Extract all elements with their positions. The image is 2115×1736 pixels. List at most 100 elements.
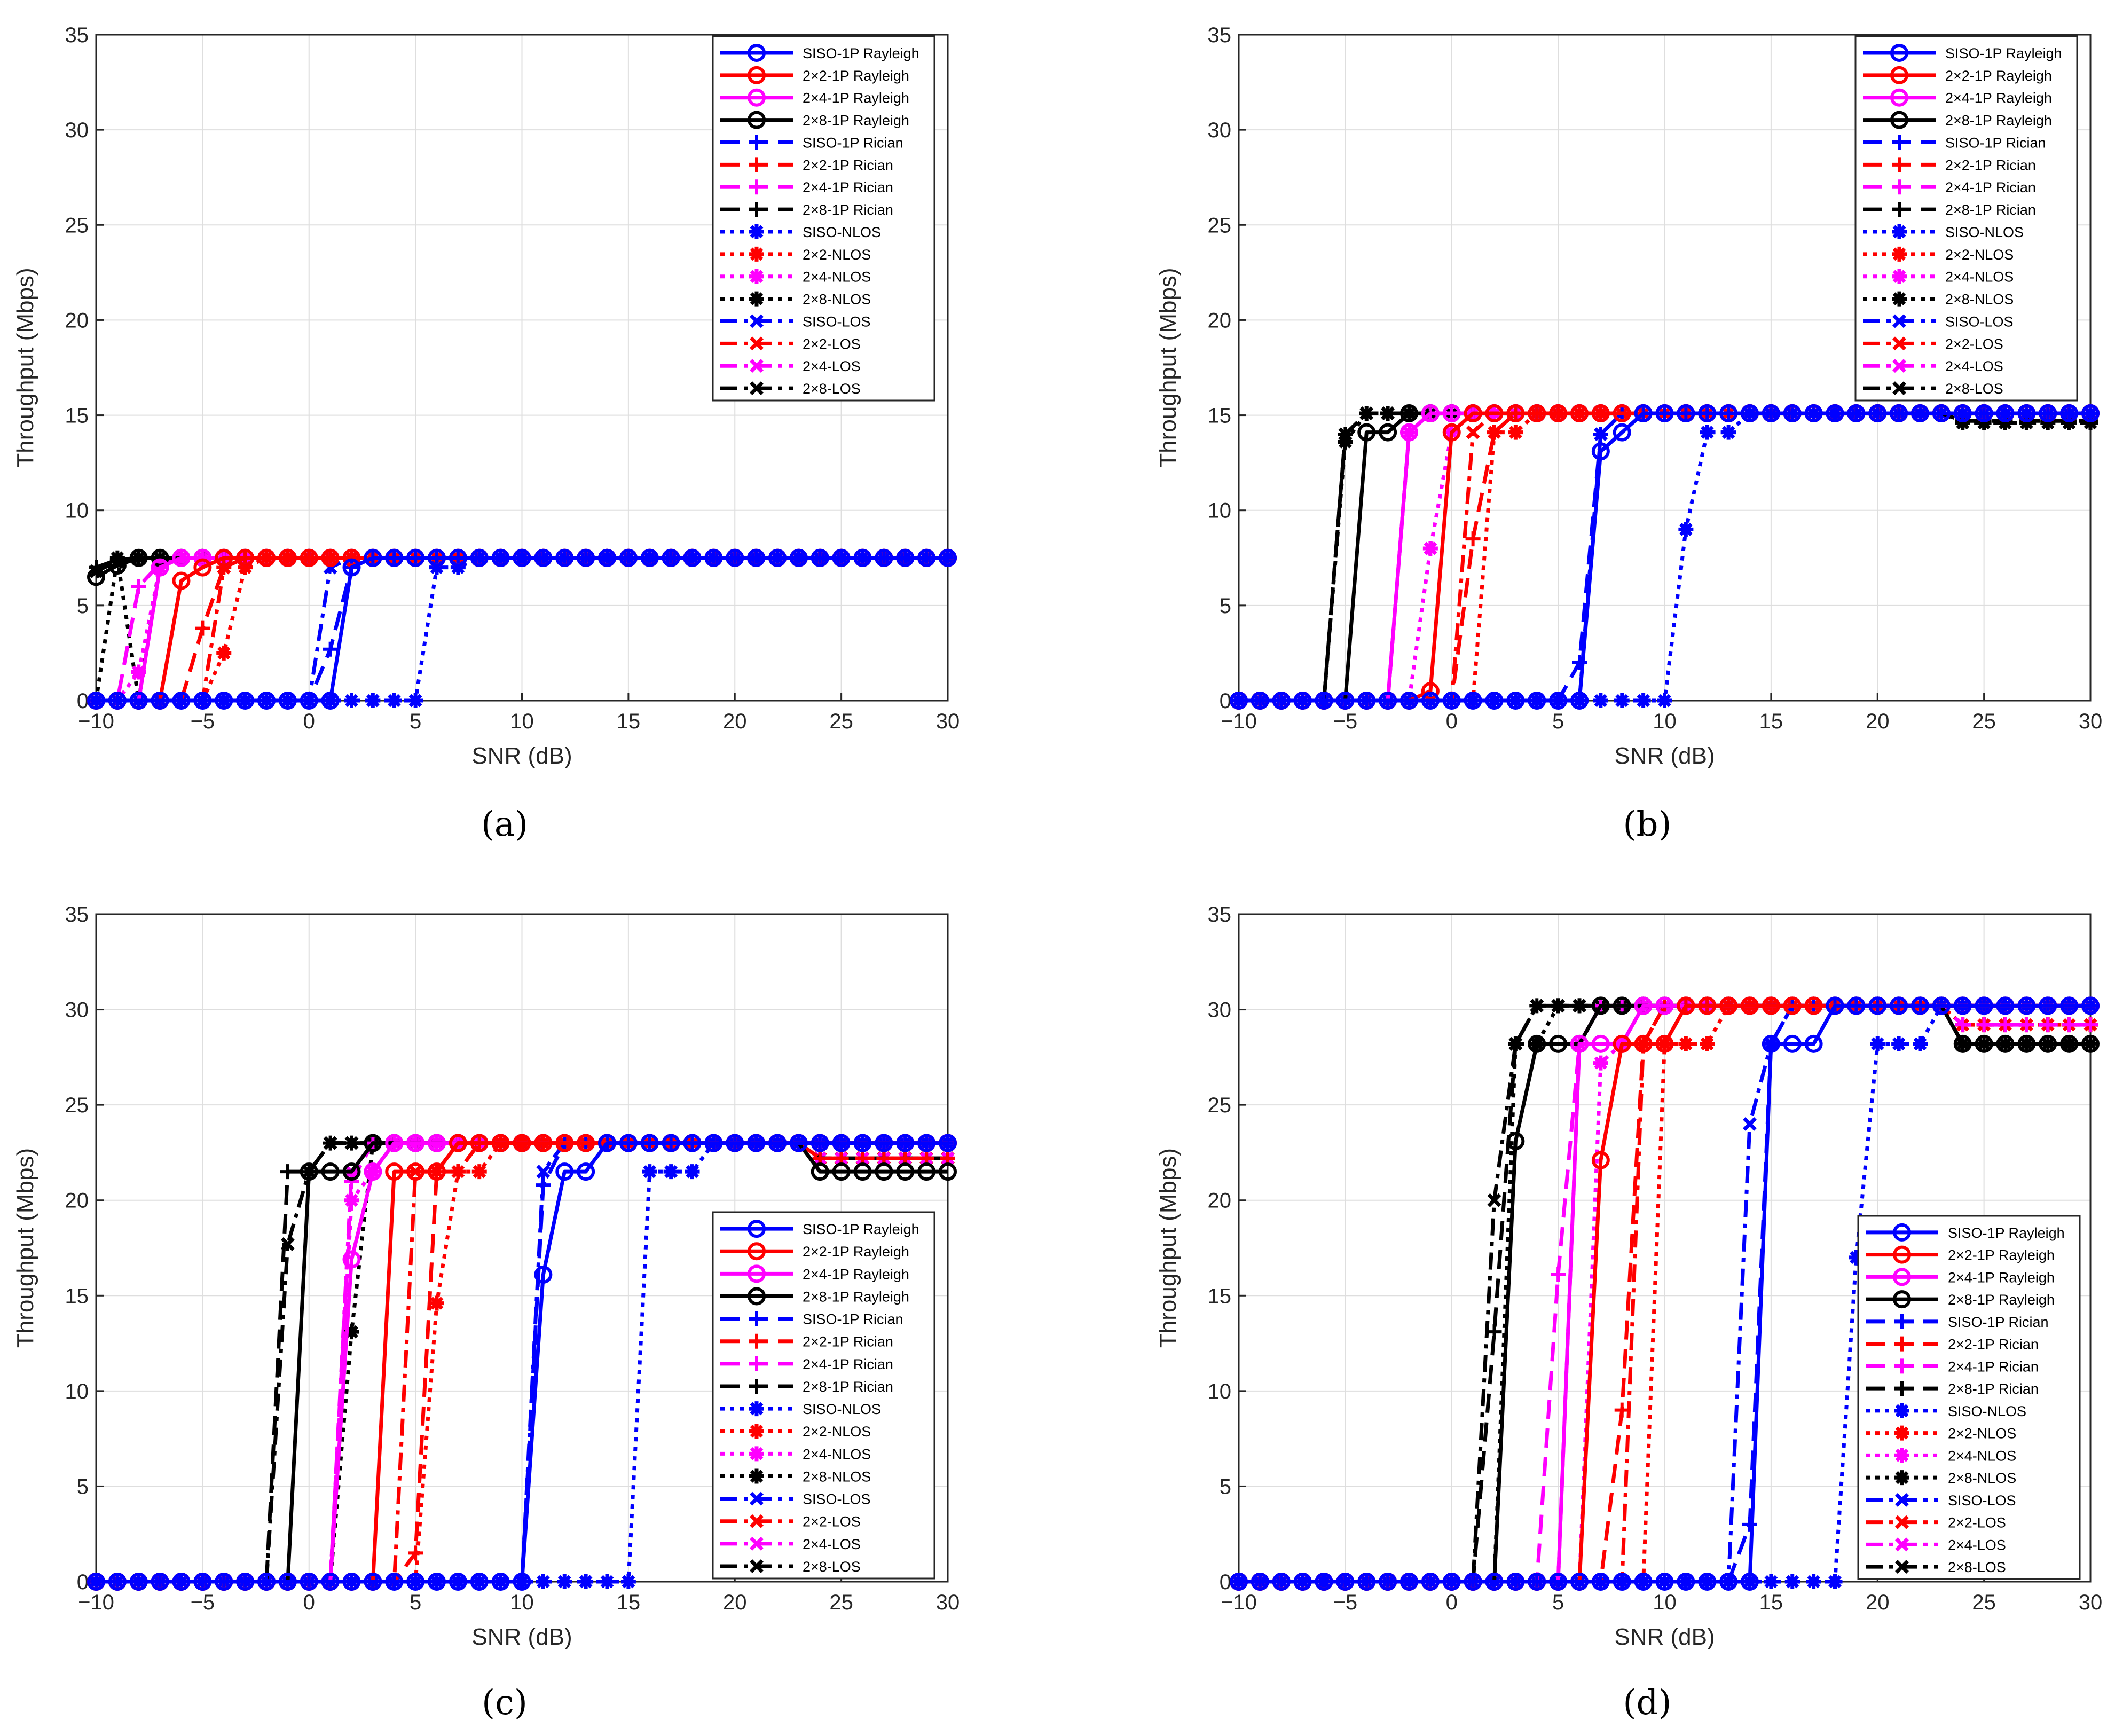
data-point	[216, 560, 232, 575]
legend-label: 2×4-NLOS	[1945, 269, 2014, 285]
legend-item: 2×4-1P Rician	[1863, 179, 2036, 195]
data-point	[513, 548, 531, 567]
data-point	[620, 1574, 636, 1589]
legend-item: 2×8-NLOS	[720, 292, 871, 308]
legend-label: 2×2-LOS	[1948, 1515, 2006, 1531]
data-point	[1655, 996, 1674, 1015]
legend-marker	[748, 111, 766, 129]
legend-marker	[1890, 66, 1908, 84]
panel-b-chart: −10 −5 0 5 10 15 20 25 30 0 5 10 15 20 25 30 35 SNR (dB) T…	[1155, 23, 2102, 844]
data-point	[726, 1134, 744, 1152]
legend-item: 2×4-LOS	[1866, 1537, 2006, 1553]
legend-item: 2×4-LOS	[1863, 358, 2003, 374]
data-point	[1998, 1017, 2013, 1033]
legend-marker	[1894, 1336, 1909, 1352]
panel-a-chart: −10 −5 0 5 10 15 20 25 30 0 5 10 15 20 25 30 35 SNR (dB) T…	[12, 23, 960, 844]
x-tick-label: 0	[1446, 1591, 1458, 1614]
legend-marker	[1892, 291, 1907, 307]
legend-label: 2×8-NLOS	[1948, 1470, 2016, 1486]
panel-d-x-axis-title: SNR (dB)	[1614, 1624, 1715, 1650]
data-point	[151, 692, 169, 710]
data-point	[257, 548, 276, 567]
data-point	[1293, 1573, 1312, 1591]
data-point	[832, 1162, 851, 1181]
data-point	[1380, 406, 1396, 421]
legend-marker	[749, 1401, 764, 1417]
data-point	[1442, 1573, 1461, 1591]
legend-marker	[1892, 336, 1906, 351]
data-point	[1549, 1573, 1568, 1591]
legend-marker	[750, 1559, 764, 1573]
data-point	[2081, 404, 2100, 423]
data-point	[1698, 1573, 1717, 1591]
data-point	[704, 548, 723, 567]
data-point	[1932, 404, 1951, 423]
data-point	[429, 1295, 444, 1311]
legend-label: 2×4-1P Rician	[803, 179, 893, 195]
legend-marker	[1892, 179, 1907, 195]
data-point	[1804, 1034, 1823, 1053]
data-point	[536, 1177, 551, 1193]
data-point	[1762, 1034, 1780, 1053]
legend-marker	[1890, 43, 1908, 62]
data-point	[342, 1162, 361, 1181]
legend-item: SISO-NLOS	[720, 224, 881, 240]
legend-marker	[748, 1220, 766, 1238]
legend-item: 2×2-NLOS	[1863, 247, 2014, 263]
data-point	[1784, 1574, 1800, 1589]
legend-marker	[748, 1242, 766, 1261]
data-point	[1570, 692, 1589, 710]
data-point	[875, 548, 893, 567]
x-tick-label: −10	[78, 1591, 114, 1614]
data-point	[1506, 692, 1525, 710]
data-point	[408, 1545, 423, 1561]
data-point	[1891, 1036, 1907, 1051]
data-point	[704, 1134, 723, 1152]
data-point	[1336, 692, 1355, 710]
data-point	[300, 1573, 318, 1591]
panel-d-legend: SISO-1P Rayleigh 2×2-1P Rayleigh 2×4-1P Ra…	[1857, 1215, 2081, 1580]
data-point	[428, 1573, 446, 1591]
data-point	[1806, 1574, 1821, 1589]
data-point	[321, 692, 340, 710]
legend-item: 2×2-1P Rayleigh	[1863, 66, 2052, 84]
panel-b-x-axis-title: SNR (dB)	[1614, 743, 1715, 769]
data-point	[1826, 404, 1844, 423]
data-point	[662, 548, 680, 567]
legend-label: 2×2-LOS	[803, 336, 861, 352]
data-point	[1315, 1573, 1333, 1591]
data-point	[1465, 531, 1481, 547]
data-point	[1466, 425, 1480, 439]
data-point	[1379, 692, 1397, 710]
data-point	[323, 641, 338, 657]
data-point	[1359, 406, 1374, 421]
data-point	[1827, 1574, 1843, 1589]
legend-item: 2×8-1P Rayleigh	[720, 111, 909, 129]
legend-label: 2×4-1P Rician	[1948, 1358, 2039, 1374]
data-point	[1700, 1036, 1715, 1051]
data-point	[1657, 693, 1672, 708]
legend-item: 2×4-LOS	[720, 358, 861, 374]
data-point	[342, 1250, 361, 1269]
legend-label: SISO-NLOS	[803, 1401, 881, 1417]
x-tick-label: 30	[2079, 1591, 2103, 1614]
panel-d-label: (d)	[1623, 1683, 1672, 1723]
data-point	[1655, 404, 1674, 423]
data-point	[555, 1162, 574, 1181]
legend-label: 2×8-1P Rician	[1948, 1381, 2039, 1397]
data-point	[1677, 1573, 1695, 1591]
data-point	[663, 1164, 679, 1180]
data-point	[387, 693, 402, 708]
series-siso-1p-rayleigh	[1230, 404, 2100, 710]
data-point	[768, 548, 787, 567]
data-point	[1634, 1573, 1653, 1591]
data-point	[1613, 1573, 1631, 1591]
data-point	[917, 1162, 936, 1181]
legend-label: 2×2-1P Rayleigh	[803, 1244, 909, 1260]
data-point	[491, 548, 510, 567]
data-point	[1634, 996, 1653, 1015]
data-point	[129, 692, 148, 710]
panel-a-series-group	[87, 548, 957, 710]
data-point	[344, 693, 359, 708]
data-point	[1570, 1573, 1589, 1591]
